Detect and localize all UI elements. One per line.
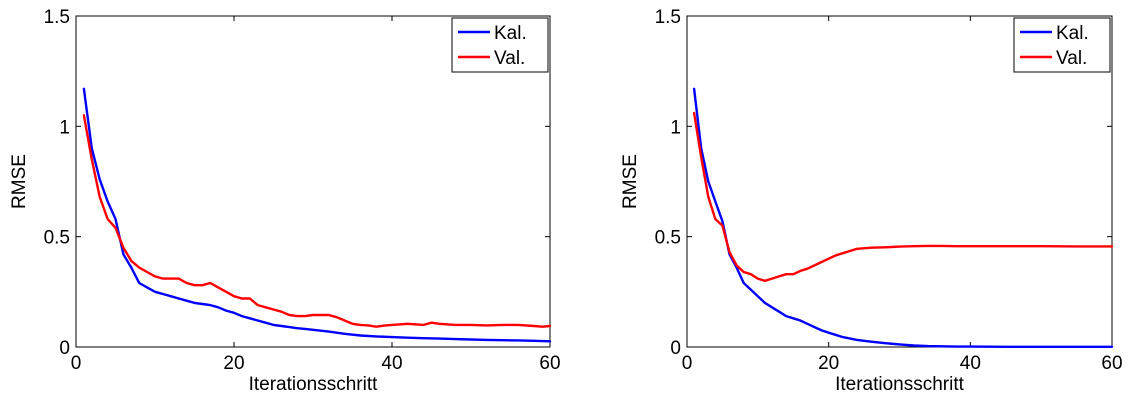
legend-label-kal: Kal. xyxy=(1056,23,1089,44)
chart-panel-left: 0 20 40 60 0 0.5 1 1.5 Iterationsschritt RMSE Kal.… xyxy=(9,7,561,395)
legend-label-val: Val. xyxy=(1056,48,1087,69)
legend-label-kal: Kal. xyxy=(494,23,527,44)
plot-frame xyxy=(686,15,1113,348)
legend-box xyxy=(451,17,549,73)
y-tick-label: 0.5 xyxy=(655,228,681,249)
x-axis-label: Iterationsschritt xyxy=(835,374,965,395)
x-tick-label: 0 xyxy=(71,353,82,374)
y-tick-label: 1.5 xyxy=(44,7,70,28)
y-tick-label: 1.5 xyxy=(655,7,681,28)
x-tick-label: 60 xyxy=(539,353,560,374)
x-tick-label: 20 xyxy=(223,353,244,374)
x-axis-label: Iterationsschritt xyxy=(249,374,379,395)
x-tick-label: 20 xyxy=(818,353,839,374)
y-tick-label: 1 xyxy=(59,117,70,138)
y-axis-label: RMSE xyxy=(620,154,641,209)
x-tick-label: 40 xyxy=(960,353,981,374)
y-tick-label: 0 xyxy=(59,338,70,359)
series-line-kal xyxy=(692,87,1114,348)
y-axis-label: RMSE xyxy=(9,154,30,209)
series-line-val xyxy=(692,111,1114,282)
y-tick-label: 0.5 xyxy=(44,228,70,249)
legend-box xyxy=(1013,17,1111,73)
y-tick-label: 0 xyxy=(670,338,681,359)
y-tick-label: 1 xyxy=(670,117,681,138)
chart-panel-right: 0 20 40 60 0 0.5 1 1.5 Iterationsschritt RMSE Kal.… xyxy=(620,7,1123,395)
x-tick-label: 0 xyxy=(682,353,693,374)
series-line-kal xyxy=(82,87,552,343)
series-line-val xyxy=(82,114,552,328)
plot-frame xyxy=(75,15,551,348)
x-tick-label: 40 xyxy=(381,353,402,374)
x-tick-label: 60 xyxy=(1101,353,1122,374)
legend-label-val: Val. xyxy=(494,48,525,69)
